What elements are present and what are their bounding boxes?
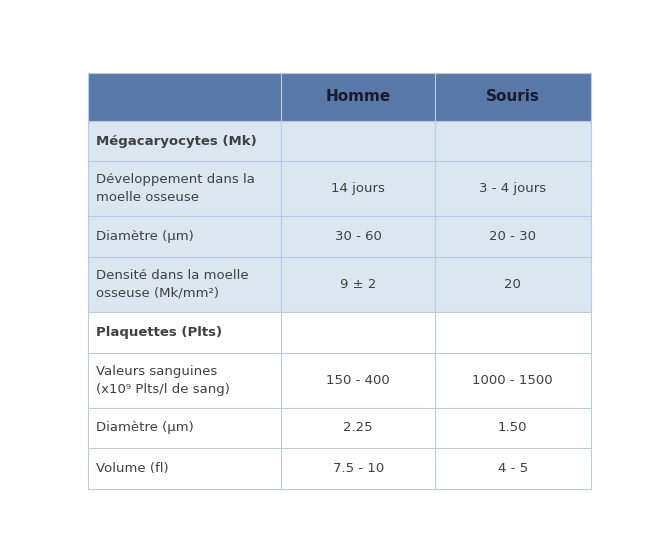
Bar <box>88 216 591 257</box>
Bar <box>88 312 591 352</box>
Text: 2.25: 2.25 <box>344 422 373 434</box>
Text: 150 - 400: 150 - 400 <box>326 373 390 387</box>
Text: 4 - 5: 4 - 5 <box>498 462 528 475</box>
Text: Densité dans la moelle
osseuse (Mk/mm²): Densité dans la moelle osseuse (Mk/mm²) <box>95 269 248 300</box>
Text: Souris: Souris <box>486 89 540 104</box>
Text: Diamètre (μm): Diamètre (μm) <box>95 422 193 434</box>
Text: Plaquettes (Plts): Plaquettes (Plts) <box>95 326 222 338</box>
Text: Développement dans la
moelle osseuse: Développement dans la moelle osseuse <box>95 173 254 204</box>
Text: 3 - 4 jours: 3 - 4 jours <box>479 182 546 196</box>
Text: Volume (fl): Volume (fl) <box>95 462 168 475</box>
Bar <box>88 121 591 161</box>
Text: 30 - 60: 30 - 60 <box>335 230 381 243</box>
Bar <box>88 352 591 408</box>
Text: 20: 20 <box>504 278 521 291</box>
Text: 7.5 - 10: 7.5 - 10 <box>332 462 384 475</box>
Text: Valeurs sanguines
(x10⁹ Plts/l de sang): Valeurs sanguines (x10⁹ Plts/l de sang) <box>95 365 230 396</box>
Text: 1.50: 1.50 <box>498 422 528 434</box>
Text: 14 jours: 14 jours <box>331 182 385 196</box>
Text: 20 - 30: 20 - 30 <box>489 230 536 243</box>
Bar <box>88 73 591 121</box>
Bar <box>88 257 591 312</box>
Text: 1000 - 1500: 1000 - 1500 <box>473 373 553 387</box>
Text: 9 ± 2: 9 ± 2 <box>340 278 376 291</box>
Text: Homme: Homme <box>326 89 391 104</box>
Bar <box>88 161 591 216</box>
Text: Mégacaryocytes (Mk): Mégacaryocytes (Mk) <box>95 135 256 147</box>
Text: Diamètre (μm): Diamètre (μm) <box>95 230 193 243</box>
Bar <box>88 408 591 448</box>
Bar <box>88 448 591 489</box>
